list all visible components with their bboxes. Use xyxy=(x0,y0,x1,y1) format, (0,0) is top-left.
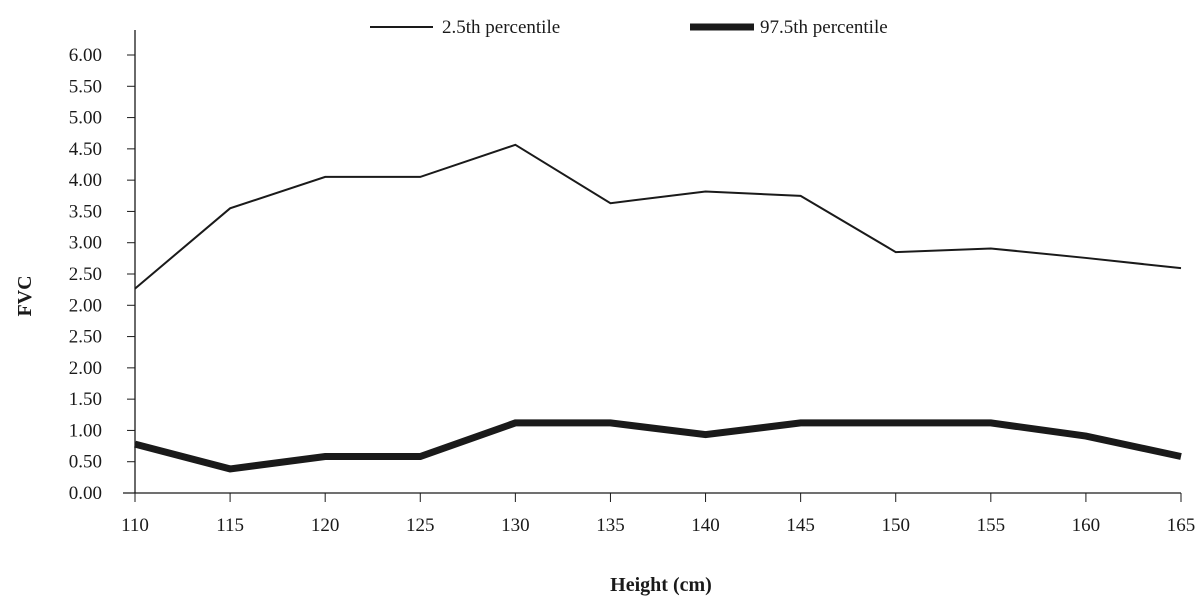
y-tick-label: 5.50 xyxy=(69,76,102,97)
series-layer xyxy=(134,143,1182,473)
legend-label-97.5th-percentile: 97.5th percentile xyxy=(760,17,888,38)
y-tick-label: 2.50 xyxy=(69,264,102,285)
y-axis-ticks: 0.00 0.50 1.00 1.50 2.00 2.50 2.00 2.50 3.00 3.50… xyxy=(69,45,135,504)
legend-label-2.5th-percentile: 2.5th percentile xyxy=(442,17,560,38)
y-tick-label: 2.00 xyxy=(69,295,102,316)
y-axis-title: FVC xyxy=(14,275,36,316)
x-tick-label: 140 xyxy=(691,515,720,536)
x-tick-label: 125 xyxy=(406,515,435,536)
y-tick-label: 4.50 xyxy=(69,139,102,160)
series-line-97.5th-percentile xyxy=(134,419,1182,473)
x-tick-label: 120 xyxy=(311,515,340,536)
y-tick-label: 2.00 xyxy=(69,358,102,379)
x-tick-label: 110 xyxy=(121,515,149,536)
y-tick-label: 0.50 xyxy=(69,452,102,473)
axes xyxy=(123,30,1181,494)
y-tick-label: 2.50 xyxy=(69,327,102,348)
x-axis-title: Height (cm) xyxy=(610,574,712,596)
y-tick-label: 3.00 xyxy=(69,233,102,254)
x-tick-label: 145 xyxy=(786,515,815,536)
x-tick-label: 155 xyxy=(977,515,1006,536)
x-tick-label: 130 xyxy=(501,515,530,536)
y-tick-label: 1.00 xyxy=(69,420,102,441)
x-tick-label: 165 xyxy=(1167,515,1196,536)
y-tick-label: 5.00 xyxy=(69,108,102,129)
y-tick-label: 1.50 xyxy=(69,389,102,410)
x-tick-label: 135 xyxy=(596,515,625,536)
y-tick-label: 4.00 xyxy=(69,170,102,191)
x-tick-label: 160 xyxy=(1072,515,1101,536)
x-axis-ticks: 110 115 120 125 130 135 140 145 150 155 160 165 xyxy=(121,493,1195,536)
y-tick-label: 0.00 xyxy=(69,483,102,504)
y-tick-label: 3.50 xyxy=(69,201,102,222)
x-tick-label: 115 xyxy=(216,515,244,536)
x-tick-label: 150 xyxy=(881,515,910,536)
y-tick-label: 6.00 xyxy=(69,45,102,66)
legend: 2.5th percentile 97.5th percentile xyxy=(370,17,888,38)
series-line-2.5th-percentile xyxy=(134,143,1182,290)
